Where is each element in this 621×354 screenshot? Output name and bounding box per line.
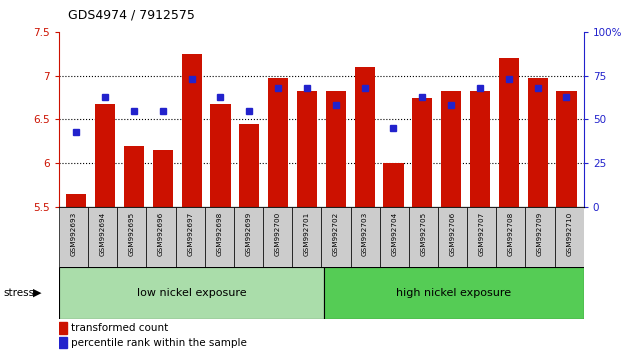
Bar [95,104,116,207]
Bar [441,91,461,207]
Text: GSM992698: GSM992698 [216,212,222,256]
Text: GSM992705: GSM992705 [420,212,427,256]
Text: GSM992701: GSM992701 [304,212,310,256]
Bar [263,207,292,267]
Bar [88,207,117,267]
Bar [525,207,555,267]
Bar [499,58,519,207]
Text: GSM992695: GSM992695 [129,212,135,256]
Text: ▶: ▶ [33,288,42,298]
Bar [325,91,346,207]
Bar [66,194,86,207]
Bar [234,207,263,267]
Bar [59,267,324,319]
Bar [117,207,147,267]
Bar [59,337,67,348]
Bar [124,146,144,207]
Text: low nickel exposure: low nickel exposure [137,288,247,298]
Bar [438,207,467,267]
Text: percentile rank within the sample: percentile rank within the sample [71,338,247,348]
Bar [59,322,67,334]
Text: GSM992710: GSM992710 [566,212,572,256]
Text: GSM992693: GSM992693 [71,212,76,256]
Bar [412,98,432,207]
Text: stress: stress [3,288,34,298]
Text: transformed count: transformed count [71,324,168,333]
Bar [297,91,317,207]
Text: GSM992703: GSM992703 [362,212,368,256]
Bar [555,207,584,267]
Bar [383,163,404,207]
Bar [268,78,288,207]
Bar [379,207,409,267]
Bar [153,150,173,207]
Text: GSM992704: GSM992704 [391,212,397,256]
Bar [496,207,525,267]
Text: GSM992706: GSM992706 [450,212,456,256]
Text: GSM992709: GSM992709 [537,212,543,256]
Text: GSM992699: GSM992699 [245,212,252,256]
Text: GSM992702: GSM992702 [333,212,339,256]
Bar [176,207,205,267]
Text: high nickel exposure: high nickel exposure [396,288,512,298]
Text: GSM992694: GSM992694 [100,212,106,256]
Bar [181,54,202,207]
Text: GSM992697: GSM992697 [187,212,193,256]
Bar [470,91,490,207]
Text: GSM992696: GSM992696 [158,212,164,256]
Text: GSM992707: GSM992707 [479,212,485,256]
Text: GSM992708: GSM992708 [508,212,514,256]
Bar [147,207,176,267]
Bar [324,267,584,319]
Bar [467,207,496,267]
Bar [292,207,322,267]
Text: GDS4974 / 7912575: GDS4974 / 7912575 [68,9,195,22]
Bar [59,207,88,267]
Bar [239,124,260,207]
Bar [322,207,350,267]
Bar [556,91,576,207]
Text: GSM992700: GSM992700 [274,212,281,256]
Bar [211,104,230,207]
Bar [355,67,374,207]
Bar [409,207,438,267]
Bar [350,207,379,267]
Bar [205,207,234,267]
Bar [527,78,548,207]
